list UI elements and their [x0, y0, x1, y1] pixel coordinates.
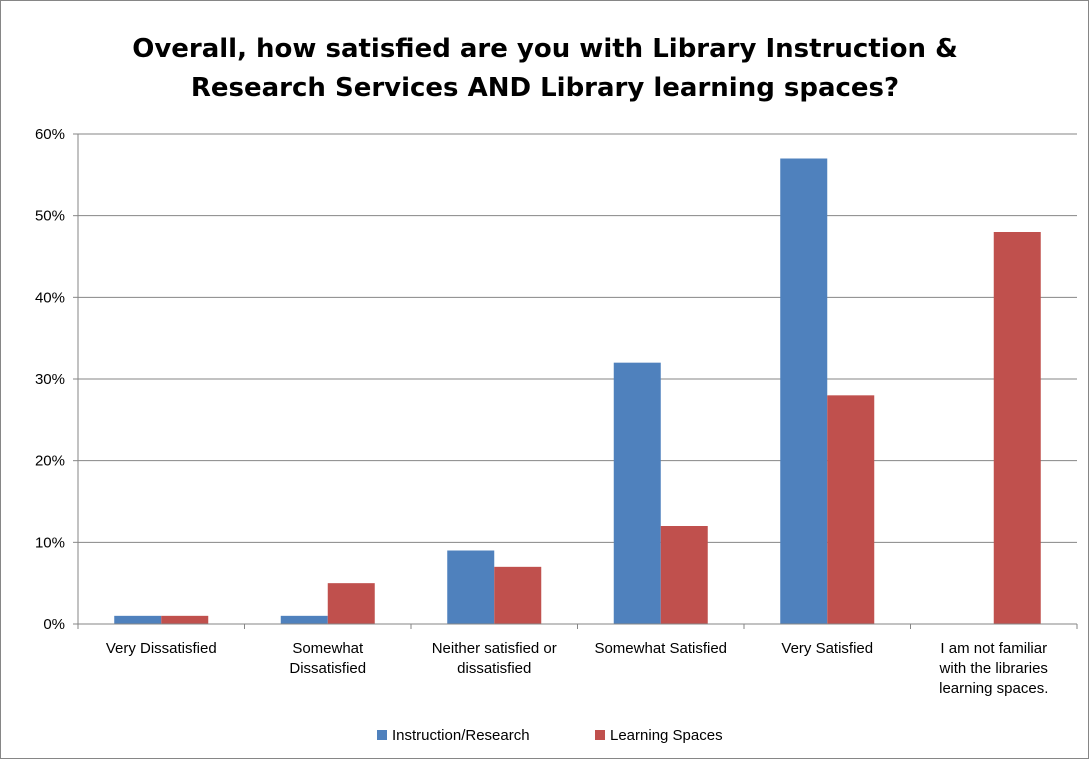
y-tick-label: 40% — [35, 289, 65, 306]
x-category-label-line: dissatisfied — [457, 660, 531, 677]
bar-instruction-research-4 — [613, 362, 661, 624]
legend-swatch — [595, 730, 605, 740]
bar-instruction-research-5 — [780, 158, 828, 624]
bar-instruction-research-1 — [114, 615, 162, 624]
legend-label: Instruction/Research — [392, 727, 530, 744]
chart-title-line-1: Overall, how satisfied are you with Libr… — [132, 34, 958, 64]
bars — [114, 158, 1041, 624]
gridlines — [78, 133, 1077, 543]
x-category-label: Somewhat Satisfied — [594, 640, 727, 657]
y-tick-label: 0% — [43, 616, 65, 633]
bar-learning-spaces-1 — [161, 615, 209, 624]
y-tick-labels: 0% 10% 20% 30% 40% 50% 60% — [35, 126, 65, 633]
x-category-label: Neither satisfied or dissatisfied — [432, 640, 557, 677]
x-category-label-line: I am not familiar — [940, 640, 1047, 657]
x-category-label-line: Very Dissatisfied — [106, 640, 217, 657]
bar-instruction-research-3 — [447, 550, 495, 624]
x-category-label-line: learning spaces. — [939, 680, 1048, 697]
axes — [73, 133, 1078, 629]
chart-title-line-2: Research Services AND Library learning s… — [191, 73, 899, 103]
x-category-label-line: with the libraries — [939, 660, 1048, 677]
bar-learning-spaces-2 — [327, 583, 375, 624]
x-category-label: I am not familiar with the libraries learn… — [939, 640, 1049, 697]
x-category-label: Very Satisfied — [781, 640, 873, 657]
y-tick-label: 60% — [35, 126, 65, 143]
bar-instruction-research-2 — [280, 615, 328, 624]
bar-learning-spaces-6 — [993, 232, 1041, 624]
x-category-labels: Very Dissatisfied Somewhat Dissatisfied Nei… — [106, 640, 1049, 697]
x-category-label-line: Dissatisfied — [289, 660, 366, 677]
y-tick-label: 10% — [35, 534, 65, 551]
y-tick-label: 50% — [35, 208, 65, 225]
x-category-label-line: Very Satisfied — [781, 640, 873, 657]
y-tick-label: 30% — [35, 371, 65, 388]
x-category-label-line: Neither satisfied or — [432, 640, 557, 657]
x-category-label: Somewhat Dissatisfied — [289, 640, 366, 677]
x-category-label-line: Somewhat — [292, 640, 364, 657]
x-category-label: Very Dissatisfied — [106, 640, 217, 657]
x-category-label-line: Somewhat Satisfied — [594, 640, 727, 657]
legend-label: Learning Spaces — [610, 727, 723, 744]
y-tick-label: 20% — [35, 453, 65, 470]
legend: Instruction/Research Learning Spaces — [377, 727, 723, 744]
bar-learning-spaces-4 — [660, 526, 708, 624]
legend-swatch — [377, 730, 387, 740]
bar-learning-spaces-3 — [494, 566, 542, 624]
chart-title: Overall, how satisfied are you with Libr… — [132, 34, 958, 103]
bar-learning-spaces-5 — [827, 395, 875, 624]
